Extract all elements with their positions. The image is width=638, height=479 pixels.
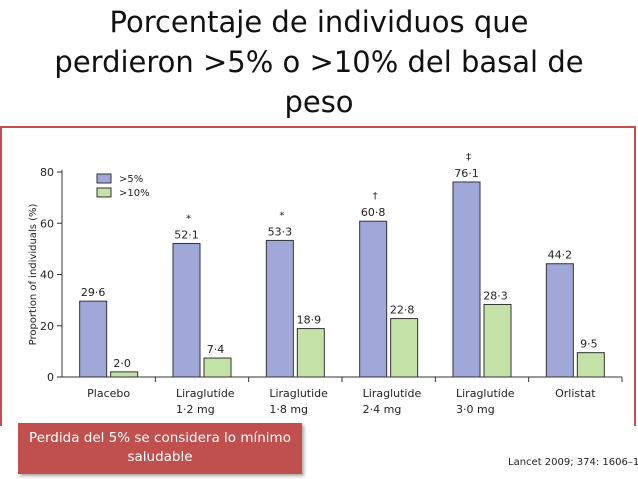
slide-title-line-3: peso (284, 85, 354, 119)
bar-value-label: 53·3 (268, 225, 293, 238)
bar-gt5 (545, 263, 574, 378)
significance-marker: * (279, 210, 284, 221)
bar-value-label: 28·3 (483, 289, 508, 302)
frame-top-border (0, 126, 636, 128)
y-axis-label: Proportion of individuals (%) (28, 203, 39, 345)
bar-value-label: 29·6 (81, 286, 106, 299)
y-tick-label: 0 (47, 371, 54, 384)
x-category-label: Orlistat (555, 387, 596, 400)
slide-title-line-1: Porcentaje de individuos que (109, 5, 529, 39)
bar-gt5 (79, 300, 108, 378)
bar-value-label: 52·1 (174, 228, 199, 241)
bar-gt10 (576, 352, 605, 378)
significance-marker: † (373, 191, 378, 202)
bar-gt10 (483, 303, 512, 378)
y-tick-label: 60 (40, 217, 54, 230)
significance-marker: ‡ (466, 152, 471, 163)
bar-gt10 (110, 371, 139, 378)
x-category-label: 3·0 mg (456, 403, 495, 416)
frame-right-border (634, 126, 636, 426)
slide-title-line-2: perdieron >5% o >10% del basal de (54, 45, 584, 79)
legend-swatch (96, 187, 112, 198)
y-tick-label: 40 (40, 269, 54, 282)
x-category-label: Liraglutide (456, 387, 515, 400)
bar-value-label: 18·9 (297, 314, 322, 327)
bar-value-label: 76·1 (454, 167, 479, 180)
x-category-label: Liraglutide (363, 387, 422, 400)
bar-gt5 (452, 181, 481, 378)
x-category-label: 1·8 mg (269, 403, 308, 416)
bar-gt10 (296, 328, 325, 378)
frame-left-border (0, 126, 2, 426)
x-category-label: Placebo (87, 387, 130, 400)
bar-gt5 (359, 220, 388, 378)
bar-value-label: 22·8 (390, 304, 415, 317)
x-category-label: 1·2 mg (176, 403, 215, 416)
bar-value-label: 2·0 (113, 357, 131, 370)
x-category-label: 2·4 mg (363, 403, 402, 416)
significance-marker: * (186, 213, 191, 224)
bar-value-label: 9·5 (580, 338, 598, 351)
weight-loss-bar-chart: 0 20 40 60 80 Proportion of individuals (%) 29… (28, 152, 623, 416)
note-box: Perdida del 5% se considera lo mínimo sa… (18, 423, 302, 474)
slide-title: Porcentaje de individuos que perdieron >… (0, 2, 638, 122)
bar-value-label: 44·2 (548, 249, 573, 262)
note-text: Perdida del 5% se considera lo mínimo sa… (29, 430, 291, 465)
y-tick-label: 80 (40, 166, 54, 179)
citation: Lancet 2009; 374: 1606–16 (508, 457, 638, 468)
bar-value-label: 60·8 (361, 206, 386, 219)
bar-gt10 (203, 357, 232, 378)
bar-gt10 (390, 318, 419, 378)
bar-value-label: 7·4 (207, 343, 225, 356)
y-tick-label: 20 (40, 320, 54, 333)
legend-label: >5% (119, 174, 143, 185)
x-category-label: Liraglutide (269, 387, 328, 400)
x-category-label: Liraglutide (176, 387, 235, 400)
legend-label: >10% (119, 188, 150, 199)
legend-swatch (96, 173, 112, 184)
bar-gt5 (265, 239, 294, 378)
bar-gt5 (172, 242, 201, 378)
